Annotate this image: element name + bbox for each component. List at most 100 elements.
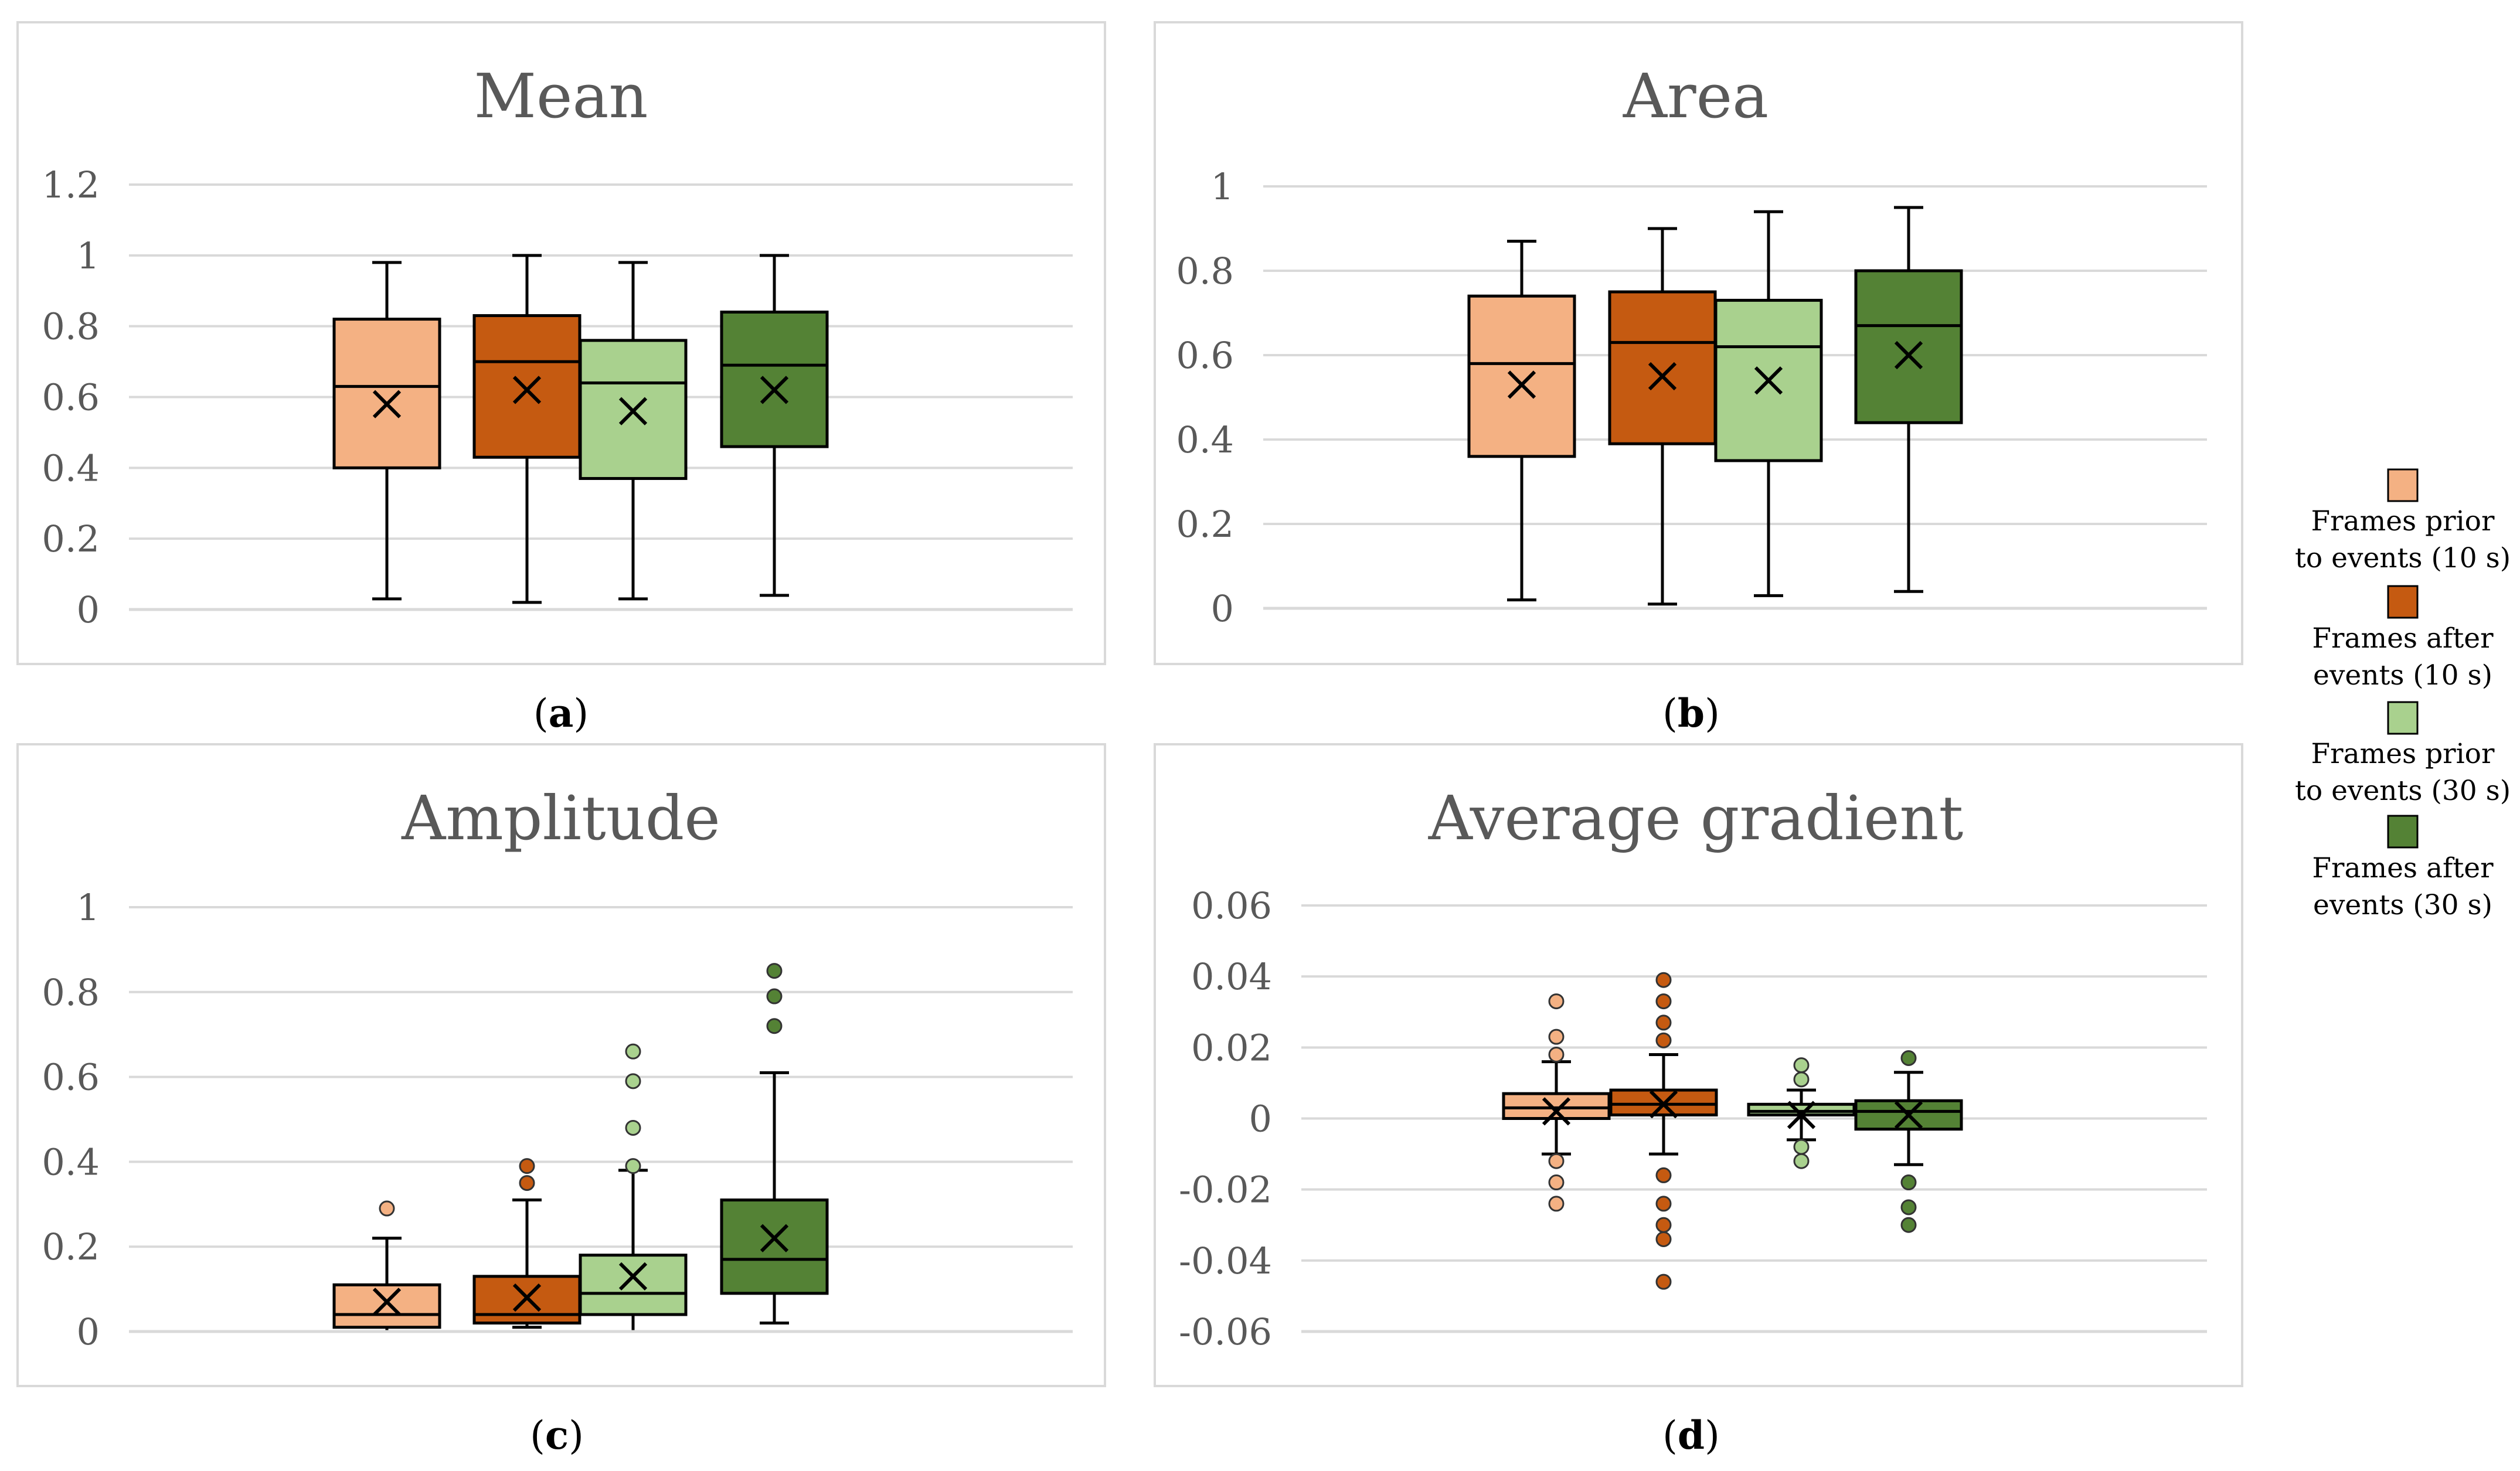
y-tick-label: 1 — [77, 234, 100, 277]
y-tick-label: 0.2 — [42, 517, 100, 560]
y-tick-label: 0.8 — [42, 971, 100, 1014]
outlier-point — [625, 1158, 641, 1174]
panel-caption: (b) — [1662, 690, 1720, 736]
box-series — [1747, 1057, 1856, 1169]
outlier-point — [1548, 993, 1565, 1010]
y-tick-label: -0.04 — [1179, 1240, 1272, 1282]
caption-letter: b — [1678, 690, 1705, 736]
panel-b: Area 0 0.2 0.4 0.6 0.8 1 (b) — [1154, 21, 2243, 736]
y-tick-label: 0 — [77, 588, 100, 631]
box — [332, 1283, 441, 1329]
y-tick-label: 0.04 — [1191, 955, 1272, 998]
outlier-point — [1793, 1071, 1810, 1088]
caption-open: ( — [1662, 1413, 1678, 1458]
legend-label-line1: Frames after — [2312, 622, 2494, 655]
y-tick-label: 0 — [1249, 1098, 1272, 1140]
outlier-point — [1793, 1153, 1810, 1169]
panel-d: Average gradient -0.06 -0.04 -0.02 0 0.02 0.0… — [1154, 743, 2243, 1458]
caption-open: ( — [530, 1413, 545, 1458]
box-series — [472, 1158, 581, 1329]
caption-close: ) — [1705, 1413, 1720, 1458]
box-series — [1854, 1050, 1963, 1233]
legend-swatch — [2387, 701, 2419, 735]
caption-open: ( — [533, 691, 549, 736]
outlier-point — [1548, 1046, 1565, 1063]
caption-close: ) — [569, 1413, 584, 1458]
legend-label-line2: events (10 s) — [2313, 659, 2492, 692]
outlier-point — [1900, 1217, 1917, 1233]
box-series — [1467, 240, 1576, 602]
mean-marker — [760, 376, 789, 404]
plot-area: -0.06 -0.04 -0.02 0 0.02 0.04 0.06 — [1179, 884, 2207, 1353]
legend-label-line1: Frames prior — [2311, 505, 2495, 537]
outlier-point — [519, 1175, 535, 1191]
mean-marker — [1787, 1101, 1816, 1129]
panel-caption: (d) — [1662, 1412, 1720, 1458]
y-tick-label: 0.4 — [1176, 418, 1234, 461]
box — [1608, 290, 1717, 445]
mean-marker — [618, 397, 648, 425]
y-tick-label: 0.2 — [1176, 503, 1234, 546]
legend-swatch — [2387, 585, 2419, 619]
outlier-point — [1655, 1167, 1672, 1183]
box-series — [1502, 993, 1611, 1212]
outlier-point — [766, 1018, 783, 1034]
legend-item: Frames prior to events (10 s) — [2295, 468, 2511, 574]
legend-label-line2: to events (10 s) — [2295, 542, 2511, 574]
y-tick-label: 0.6 — [42, 376, 100, 419]
box — [1467, 294, 1576, 458]
legend-item: Frames prior to events (30 s) — [2295, 701, 2511, 807]
y-tick-label: 0.2 — [42, 1225, 100, 1268]
mean-marker — [1649, 1090, 1678, 1119]
legend-label-line1: Frames after — [2312, 852, 2494, 884]
y-tick-label: 0.6 — [1176, 334, 1234, 377]
box — [579, 1254, 688, 1316]
outlier-point — [625, 1043, 641, 1060]
panel-title: Average gradient — [1428, 782, 1964, 854]
panel-title: Area — [1623, 60, 1769, 132]
y-tick-label: 0.6 — [42, 1056, 100, 1099]
box-series — [1714, 210, 1823, 597]
legend: Frames prior to events (10 s) Frames aft… — [2295, 468, 2511, 921]
box — [720, 1198, 829, 1295]
outlier-point — [1548, 1029, 1565, 1045]
mean-marker — [760, 1224, 789, 1252]
box-series — [1854, 206, 1963, 593]
mean-marker — [1894, 340, 1923, 370]
box — [1854, 269, 1963, 424]
y-tick-label: 1 — [77, 886, 100, 929]
caption-letter: a — [549, 690, 574, 736]
caption-close: ) — [1705, 691, 1720, 736]
outlier-point — [766, 963, 783, 979]
legend-swatch — [2387, 815, 2419, 849]
outlier-point — [1655, 972, 1672, 988]
caption-close: ) — [573, 691, 589, 736]
box-series — [332, 1200, 441, 1333]
mean-marker — [1648, 362, 1677, 391]
outlier-point — [1793, 1057, 1810, 1074]
plot-area: 0 0.2 0.4 0.6 0.8 1 — [1176, 165, 2207, 630]
outlier-point — [1655, 1273, 1672, 1290]
y-tick-label: -0.06 — [1179, 1310, 1272, 1353]
legend-item: Frames after events (10 s) — [2312, 585, 2494, 692]
mean-marker — [618, 1262, 648, 1291]
y-tick-label: 0.8 — [1176, 250, 1234, 292]
box-series — [332, 261, 441, 601]
box — [1714, 298, 1823, 462]
box-series — [579, 261, 688, 601]
y-tick-label: 0 — [1211, 587, 1234, 630]
outlier-point — [1655, 1032, 1672, 1048]
panel-frame — [1154, 743, 2243, 1387]
panel-title: Amplitude — [401, 782, 720, 854]
legend-label-line2: to events (30 s) — [2295, 775, 2511, 807]
legend-item: Frames after events (30 s) — [2312, 815, 2494, 921]
y-tick-label: 0.06 — [1191, 884, 1272, 927]
outlier-point — [519, 1158, 535, 1174]
outlier-point — [625, 1119, 641, 1136]
caption-letter: c — [545, 1412, 569, 1458]
y-tick-label: 0 — [77, 1310, 100, 1353]
box — [720, 311, 829, 448]
box-series — [1609, 972, 1718, 1290]
box-series — [579, 1043, 688, 1333]
